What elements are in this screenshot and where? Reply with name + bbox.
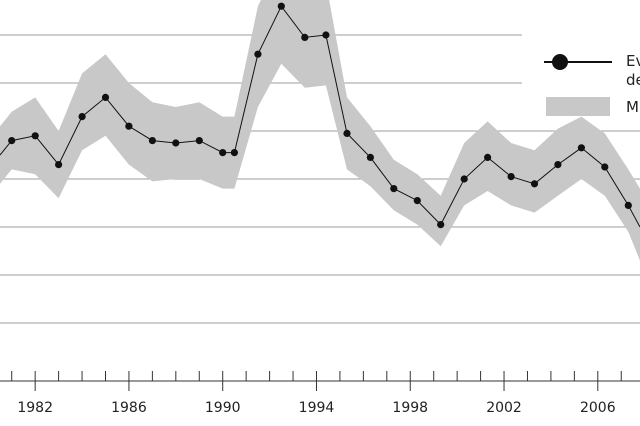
data-point	[484, 153, 492, 161]
data-point	[530, 180, 539, 188]
legend-label-band: M	[626, 98, 639, 116]
data-point	[277, 2, 285, 10]
legend-marker	[552, 54, 568, 70]
data-point	[172, 139, 180, 147]
data-point	[624, 201, 632, 209]
x-tick-label: 1994	[299, 400, 335, 416]
data-point	[390, 185, 398, 193]
data-point	[254, 50, 262, 58]
x-tick-label: 1998	[392, 400, 428, 416]
data-point	[507, 173, 515, 181]
data-point	[101, 93, 110, 101]
series-line	[0, 5, 640, 228]
x-tick-label: 1986	[111, 400, 147, 416]
data-point	[554, 161, 562, 169]
x-axis: 1982 1986 1990 1994 1998 2002 2006	[0, 371, 640, 416]
data-point	[601, 163, 609, 171]
data-point	[125, 122, 133, 130]
data-point	[195, 137, 203, 145]
series-points	[8, 2, 632, 229]
data-point	[437, 221, 445, 229]
data-point	[8, 137, 16, 145]
data-point	[31, 132, 39, 140]
data-point	[460, 175, 468, 183]
data-point	[366, 153, 374, 161]
legend-label-series-line2: de	[626, 71, 640, 89]
data-point	[577, 144, 586, 152]
x-tick-label: 2002	[486, 400, 522, 416]
x-tick-label: 1982	[17, 400, 53, 416]
legend-band-swatch	[546, 97, 610, 116]
data-point	[322, 31, 330, 39]
data-point	[78, 113, 86, 121]
legend: Evde M	[544, 52, 640, 116]
data-point	[230, 149, 238, 157]
data-point	[343, 129, 351, 137]
shaded-range-band	[0, 0, 640, 261]
data-point	[148, 137, 156, 145]
data-point	[413, 197, 421, 205]
data-point	[301, 33, 309, 42]
x-tick-label: 1990	[205, 400, 241, 416]
legend-label-series: Ev	[626, 52, 640, 70]
data-point	[219, 149, 227, 157]
data-point	[55, 161, 63, 169]
x-tick-label: 2006	[580, 400, 616, 416]
